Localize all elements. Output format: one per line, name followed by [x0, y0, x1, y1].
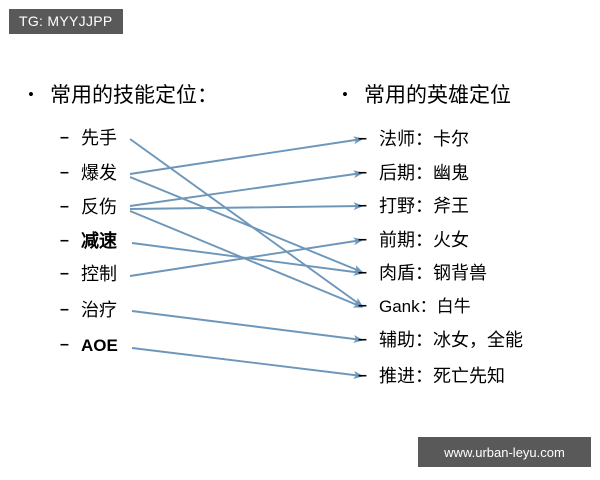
list-item: – 肉盾：钢背兽	[358, 264, 487, 282]
list-item: – 前期：火女	[358, 231, 469, 249]
connector-arrow	[129, 136, 364, 175]
list-item-label: 减速	[81, 231, 117, 251]
list-item: – 治疗	[60, 301, 117, 319]
list-item-label: 治疗	[81, 300, 117, 320]
dash-icon: –	[60, 301, 69, 318]
site-watermark: www.urban-leyu.com	[418, 437, 591, 467]
dash-icon: –	[358, 130, 367, 147]
dash-icon: –	[358, 331, 367, 348]
list-item: – 减速	[60, 232, 117, 250]
dash-icon: –	[60, 198, 69, 215]
dash-icon: –	[60, 164, 69, 181]
list-item-label: 推进：死亡先知	[379, 366, 505, 386]
dash-icon: –	[60, 232, 69, 249]
right-heading-text: 常用的英雄定位	[364, 83, 511, 107]
list-item-label: 控制	[81, 264, 117, 284]
dash-icon: –	[358, 297, 367, 314]
right-column-heading: • 常用的英雄定位	[342, 85, 511, 106]
connector-arrow	[129, 210, 364, 308]
tg-badge: TG: MYYJJPP	[9, 9, 123, 35]
list-item-label: 前期：火女	[379, 230, 469, 250]
list-item: – 后期：幽鬼	[358, 164, 469, 182]
dash-icon: –	[358, 367, 367, 384]
list-item: – Gank：白牛	[358, 297, 471, 316]
connector-arrow	[129, 170, 364, 207]
list-item: – AOE	[60, 336, 118, 355]
bullet-icon: •	[342, 85, 348, 104]
list-item-label: 肉盾：钢背兽	[379, 263, 487, 283]
dash-icon: –	[60, 129, 69, 146]
connector-arrow	[131, 242, 364, 276]
connector-arrow	[131, 347, 364, 379]
dash-icon: –	[358, 197, 367, 214]
list-item: – 推进：死亡先知	[358, 367, 505, 385]
list-item: – 爆发	[60, 164, 117, 182]
bullet-icon: •	[28, 85, 34, 104]
list-item-label: AOE	[81, 336, 118, 355]
list-item: – 法师：卡尔	[358, 130, 469, 148]
dash-icon: –	[358, 264, 367, 281]
connector-arrow	[129, 138, 364, 307]
connector-group	[129, 136, 364, 379]
left-heading-text: 常用的技能定位：	[50, 83, 218, 107]
list-item: – 打野：斧王	[358, 197, 469, 215]
list-item-label: 后期：幽鬼	[379, 163, 469, 183]
connector-arrow	[129, 176, 364, 273]
list-item-label: 法师：卡尔	[379, 129, 469, 149]
dash-icon: –	[60, 265, 69, 282]
connector-arrow	[129, 237, 364, 277]
list-item-label: Gank：白牛	[379, 297, 471, 316]
dash-icon: –	[358, 231, 367, 248]
dash-icon: –	[358, 164, 367, 181]
list-item: – 控制	[60, 265, 117, 283]
connector-arrow	[129, 202, 364, 211]
list-item-label: 打野：斧王	[379, 196, 469, 216]
left-column-heading: • 常用的技能定位：	[28, 85, 218, 106]
list-item-label: 爆发	[81, 163, 117, 183]
list-item-label: 先手	[81, 128, 117, 148]
list-item: – 反伤	[60, 198, 117, 216]
connector-arrow	[131, 310, 364, 343]
list-item: – 先手	[60, 129, 117, 147]
dash-icon: –	[60, 336, 69, 353]
list-item-label: 辅助：冰女，全能	[379, 330, 523, 350]
list-item-label: 反伤	[81, 197, 117, 217]
list-item: – 辅助：冰女，全能	[358, 331, 523, 349]
